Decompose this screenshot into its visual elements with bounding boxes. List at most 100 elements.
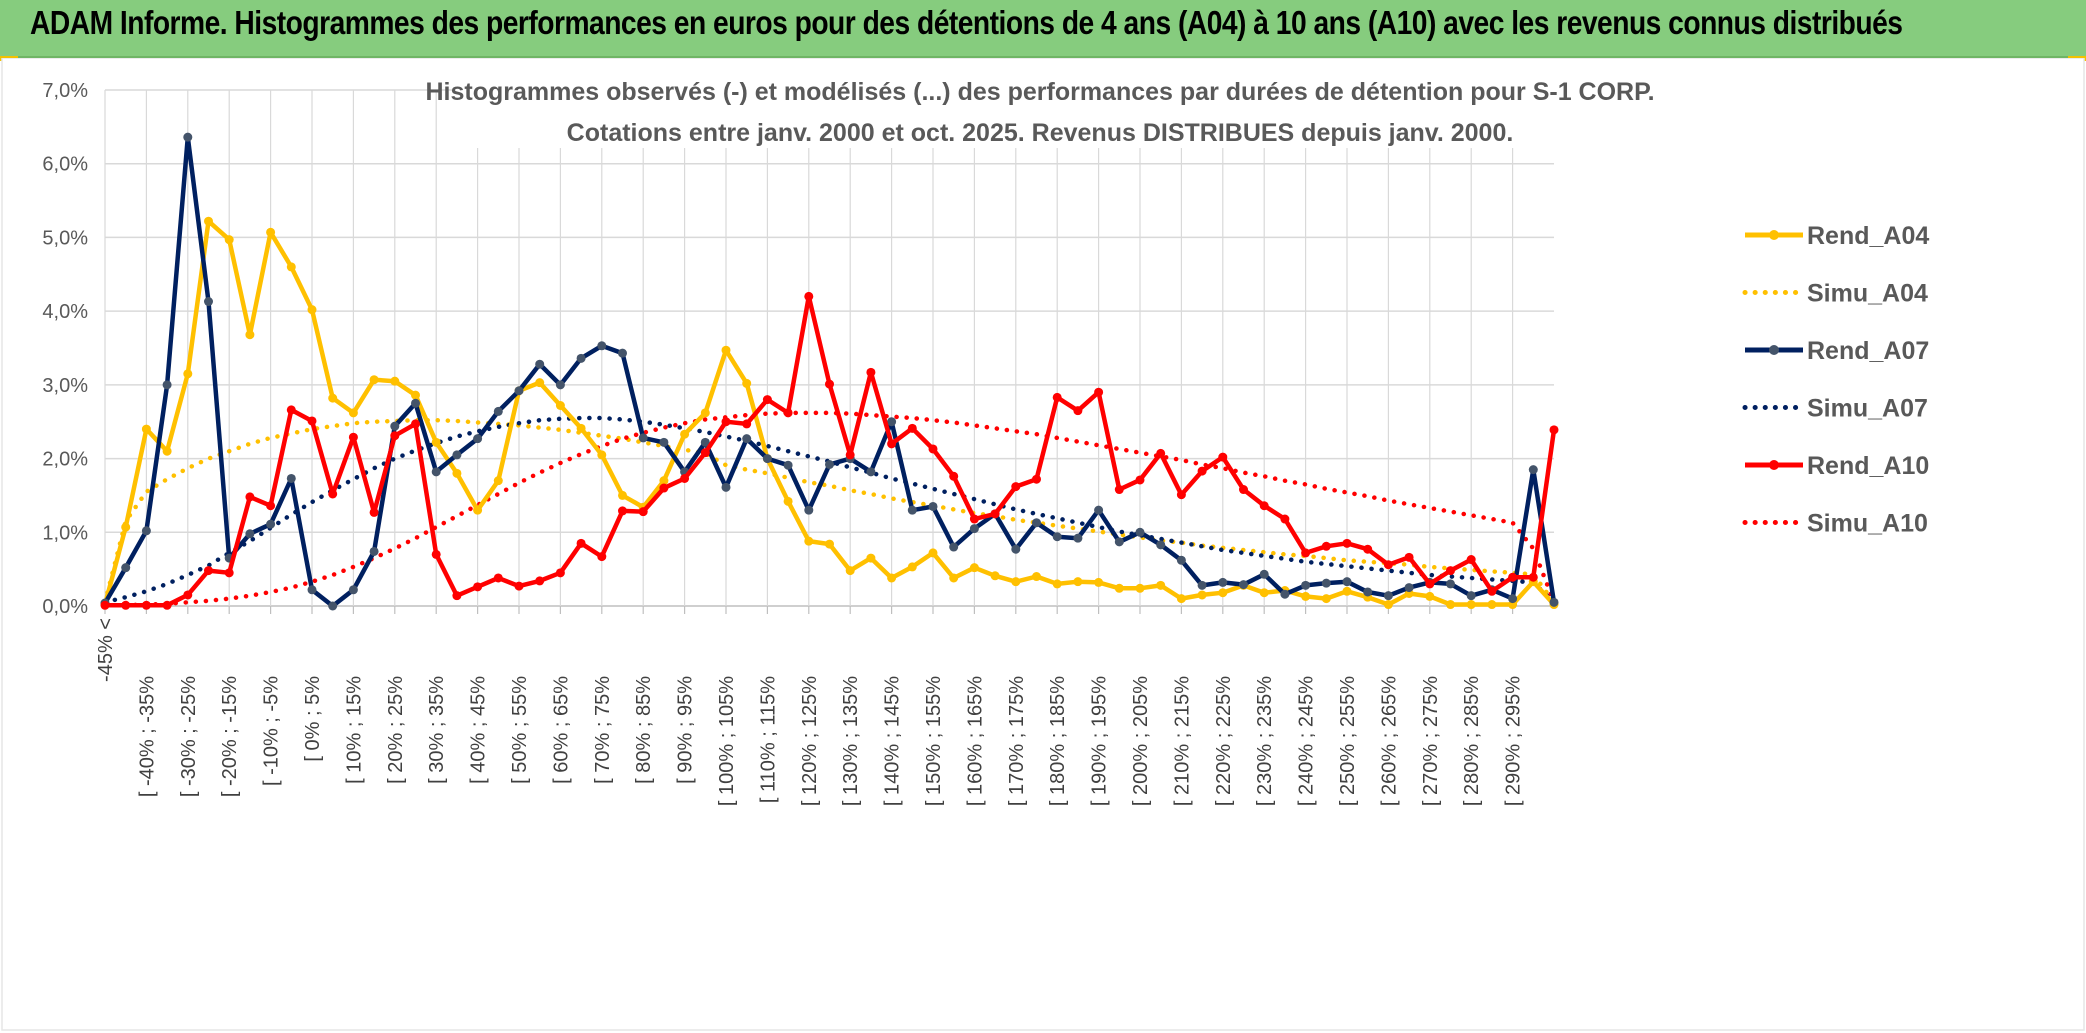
point-Rend_A07 [493,406,503,416]
point-Rend_A07 [535,359,545,369]
point-Rend_A10 [907,423,917,433]
point-Rend_A04 [1114,583,1124,593]
point-Rend_A07 [762,454,772,464]
point-Rend_A04 [204,216,213,226]
point-Rend_A07 [245,529,255,539]
point-Rend_A04 [845,566,855,576]
point-Rend_A07 [1383,591,1393,601]
point-Rend_A10 [328,489,338,499]
legend-item-Rend_A04: Rend_A04 [1745,222,1929,250]
point-Rend_A07 [700,437,710,447]
legend-item-Rend_A07: Rend_A07 [1745,337,1929,365]
series-lines [100,132,1559,611]
y-tick-label: 6,0% [42,154,88,176]
y-tick-label: 7,0% [42,80,88,102]
point-Rend_A10 [1446,566,1455,576]
x-axis: -45% < [ -40% ; -35% [ -30% ; -25% [ -20% ;… [95,618,1525,806]
point-Rend_A04 [1301,591,1311,601]
legend-label: Simu_A04 [1807,280,1928,308]
point-Rend_A04 [1011,577,1021,587]
legend-background [1715,206,1935,548]
point-Rend_A10 [1528,572,1538,582]
point-Rend_A10 [762,395,772,405]
x-tick-label: [ 40% ; 45% [468,676,490,784]
point-Rend_A10 [431,549,441,559]
point-Rend_A07 [555,380,565,390]
point-Rend_A04 [431,437,441,447]
point-Rend_A10 [141,600,151,610]
legend-marker [1769,230,1779,240]
x-tick-label: [ 230% ; 235% [1254,676,1276,806]
x-tick-label: -45% < [95,618,117,682]
point-Rend_A04 [721,345,731,355]
point-Rend_A04 [473,505,483,515]
x-tick-label: [ 60% ; 65% [550,676,572,784]
point-Rend_A07 [1342,577,1352,587]
point-Rend_A07 [348,585,358,595]
y-tick-label: 2,0% [42,449,88,471]
point-Rend_A07 [804,505,814,515]
point-Rend_A04 [390,376,400,386]
y-tick-label: 0,0% [42,596,88,618]
point-Rend_A04 [141,424,151,434]
point-Rend_A10 [1114,485,1124,495]
point-Rend_A07 [928,501,938,511]
x-tick-label: [ 100% ; 105% [716,676,738,806]
point-Rend_A07 [411,398,420,408]
point-Rend_A10 [825,379,834,389]
point-Rend_A04 [928,548,938,558]
point-Rend_A04 [183,369,193,379]
point-Rend_A04 [411,390,420,400]
point-Rend_A04 [245,330,255,340]
y-tick-label: 1,0% [42,522,88,544]
point-Rend_A07 [1052,532,1062,542]
point-Rend_A04 [535,378,545,388]
point-Rend_A07 [1280,589,1290,599]
point-Rend_A10 [680,473,690,483]
x-tick-label: [ 20% ; 25% [385,676,407,784]
chart-title-line-1: Histogrammes observés (-) et modélisés (… [425,78,1654,106]
point-Rend_A07 [866,467,876,477]
point-Rend_A07 [659,437,669,447]
point-Rend_A07 [1135,527,1145,537]
point-Rend_A10 [1321,541,1331,551]
legend-marker [1769,345,1779,355]
x-tick-label: [ -40% ; -35% [136,676,158,797]
point-Rend_A04 [1259,588,1269,598]
point-Rend_A10 [1073,406,1083,416]
point-Rend_A07 [783,460,793,470]
point-Rend_A07 [514,386,524,396]
point-Rend_A07 [1032,518,1041,528]
point-Rend_A07 [286,473,296,483]
point-Rend_A04 [1197,590,1207,600]
point-Rend_A10 [804,291,814,301]
point-Rend_A10 [1094,387,1104,397]
point-Rend_A04 [1446,600,1455,610]
point-Rend_A10 [949,471,959,481]
point-Rend_A07 [1363,587,1373,597]
legend-label: Simu_A07 [1807,395,1928,423]
x-tick-label: [ 260% ; 265% [1378,676,1400,806]
point-Rend_A10 [411,419,420,429]
point-Rend_A10 [928,444,938,454]
point-Rend_A07 [452,450,462,460]
point-Rend_A07 [1549,597,1559,607]
point-Rend_A07 [1259,569,1269,579]
point-Rend_A04 [887,573,897,583]
point-Rend_A10 [659,483,669,493]
legend-label: Rend_A04 [1807,222,1929,250]
point-Rend_A10 [245,492,255,502]
point-Rend_A04 [1218,588,1228,598]
x-tick-label: [ -10% ; -5% [261,676,283,786]
y-tick-label: 5,0% [42,227,88,249]
point-Rend_A07 [1239,580,1248,590]
point-Rend_A04 [1321,594,1331,604]
x-tick-label: [ 50% ; 55% [509,676,531,784]
point-Rend_A04 [866,553,876,563]
x-tick-label: [ 210% ; 215% [1171,676,1193,806]
point-Rend_A10 [1052,392,1062,402]
series-Rend_A10 [100,291,1559,610]
header-banner: ADAM Informe. Histogrammes des performan… [0,0,2086,58]
point-Rend_A07 [969,524,979,534]
x-tick-label: [ 280% ; 285% [1461,676,1483,806]
